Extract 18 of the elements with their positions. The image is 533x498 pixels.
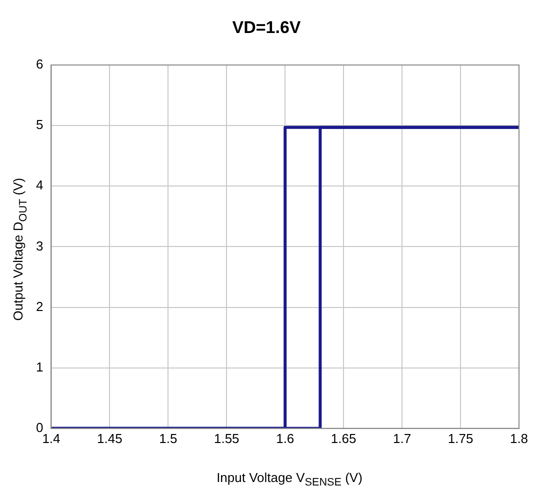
- y-tick-label: 5: [36, 117, 44, 132]
- y-tick-label: 0: [36, 420, 44, 435]
- x-tick-label: 1.75: [448, 430, 474, 446]
- y-tick-label: 2: [36, 298, 44, 314]
- x-tick-label: 1.65: [330, 430, 356, 446]
- x-tick-label: 1.6: [276, 430, 294, 446]
- x-tick-label: 1.8: [510, 430, 528, 446]
- chart-title: VD=1.6V: [231, 18, 302, 38]
- x-tick-label: 1.4: [42, 430, 60, 446]
- y-tick-label: 1: [36, 359, 44, 374]
- x-tick-label: 1.7: [393, 430, 412, 446]
- x-tick-label: 1.5: [159, 430, 178, 446]
- y-tick-label: 4: [36, 178, 44, 193]
- y-tick-label: 6: [36, 56, 44, 72]
- x-tick-label: 1.55: [214, 430, 240, 446]
- y-tick-label: 3: [36, 238, 44, 254]
- x-tick-label: 1.45: [97, 430, 122, 446]
- x-axis-title: Input Voltage V$_{SENSE}$ (V): [216, 470, 364, 489]
